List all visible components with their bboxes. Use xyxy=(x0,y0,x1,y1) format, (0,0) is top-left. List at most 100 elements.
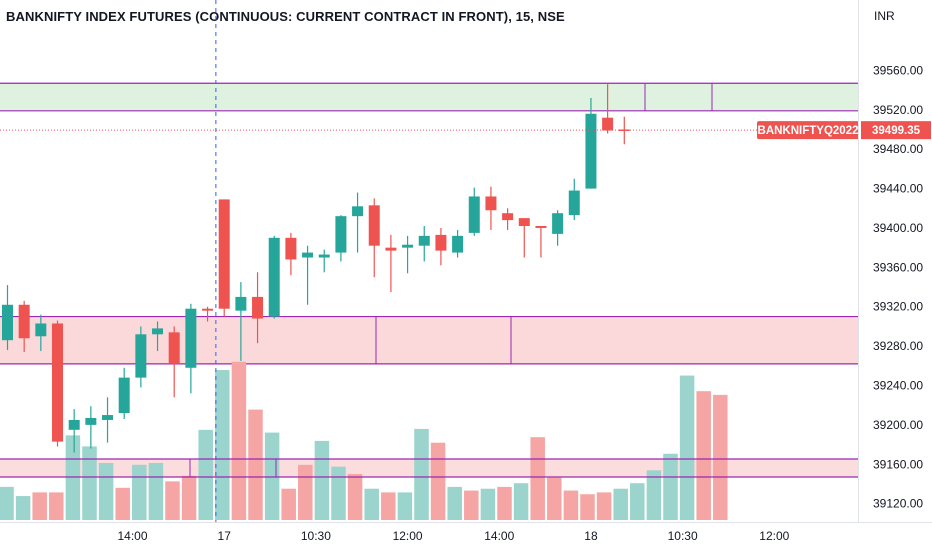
candle xyxy=(118,367,130,419)
candle-body xyxy=(185,308,197,368)
y-tick-label: 39480.00 xyxy=(873,142,923,156)
candle xyxy=(535,226,547,258)
volume-bar xyxy=(646,470,662,520)
candle xyxy=(218,199,230,317)
x-tick-label: 10:30 xyxy=(301,529,331,543)
candles-layer xyxy=(2,84,630,453)
candle-body xyxy=(552,213,564,234)
volume-bar xyxy=(563,490,579,520)
candle xyxy=(135,326,147,388)
candle-body xyxy=(602,117,614,131)
candle-body xyxy=(118,377,130,414)
volume-bar xyxy=(281,488,296,520)
symbol-tag-label: BANKNIFTYQ2022 xyxy=(758,125,859,137)
volume-bar xyxy=(115,487,130,520)
candle xyxy=(352,192,364,253)
volume-bar xyxy=(0,486,14,520)
candle-body xyxy=(285,237,297,260)
candle xyxy=(552,210,564,246)
y-tick-label: 39200.00 xyxy=(873,418,923,432)
symbol-tag xyxy=(757,121,859,140)
x-tick-label: 12:00 xyxy=(393,529,423,543)
volume-bar xyxy=(414,428,429,520)
candle-body xyxy=(268,237,280,317)
candle-body xyxy=(102,415,114,420)
candle-body xyxy=(252,296,264,319)
x-tick-label: 18 xyxy=(584,529,598,543)
y-tick-label: 39320.00 xyxy=(873,300,923,314)
volume-bar xyxy=(65,435,81,520)
volume-bar xyxy=(580,494,595,520)
zones-layer xyxy=(0,82,858,365)
x-tick-label: 14:00 xyxy=(484,529,514,543)
candle-body xyxy=(435,234,447,251)
candle xyxy=(368,198,380,278)
y-tick-label: 39440.00 xyxy=(873,182,923,196)
candle xyxy=(402,235,414,274)
candle-body xyxy=(235,296,247,311)
candle xyxy=(335,215,347,262)
candle xyxy=(418,226,430,262)
price-tag-label: 39499.35 xyxy=(872,125,921,137)
candle xyxy=(602,84,614,134)
candle xyxy=(185,303,197,394)
volume-bar xyxy=(231,361,247,520)
volume-bar xyxy=(613,488,628,520)
candle-body xyxy=(35,323,47,337)
candle xyxy=(68,409,80,453)
candle xyxy=(585,98,597,189)
candle xyxy=(168,326,180,398)
x-tick-label: 17 xyxy=(218,529,232,543)
candle-body xyxy=(85,417,97,425)
candle xyxy=(102,397,114,443)
candle-body xyxy=(68,419,80,430)
volume-bar xyxy=(480,488,496,520)
volume-bar xyxy=(364,488,379,520)
volume-bar xyxy=(679,375,695,520)
candle xyxy=(35,314,47,352)
candle xyxy=(252,272,264,344)
candle xyxy=(502,208,514,230)
candle-body xyxy=(335,216,347,253)
candle xyxy=(435,227,447,266)
volume-bar xyxy=(513,483,529,520)
volume-bar xyxy=(198,429,213,520)
candle-body xyxy=(518,218,530,227)
volume-bar xyxy=(663,453,678,520)
zone-supply xyxy=(0,83,858,111)
candle-body xyxy=(152,328,164,335)
candle xyxy=(318,249,330,273)
candle xyxy=(152,321,164,352)
candle-body xyxy=(302,252,314,258)
chart-title: BANKNIFTY INDEX FUTURES (CONTINUOUS: CUR… xyxy=(6,9,565,24)
volume-bar xyxy=(82,446,97,520)
candle-body xyxy=(135,334,147,378)
candle xyxy=(18,300,30,353)
price-tag xyxy=(861,121,931,140)
volume-bar xyxy=(596,492,612,520)
candle xyxy=(202,306,214,322)
y-tick-label: 39160.00 xyxy=(873,457,923,471)
volume-bar xyxy=(264,432,280,520)
candle xyxy=(302,245,314,305)
volume-bar xyxy=(165,481,180,520)
candle-body xyxy=(385,247,397,251)
candle xyxy=(285,232,297,276)
y-tick-label: 39520.00 xyxy=(873,103,923,117)
currency-label: INR xyxy=(874,9,895,23)
x-tick-label: 10:30 xyxy=(668,529,698,543)
volume-bar xyxy=(547,477,562,520)
candle xyxy=(2,285,13,351)
volume-bar xyxy=(181,475,197,520)
volume-bar xyxy=(331,466,346,520)
candle xyxy=(518,218,530,258)
candle xyxy=(468,187,480,236)
volume-bar xyxy=(148,462,164,520)
volume-bar xyxy=(530,437,545,520)
candle xyxy=(85,406,97,449)
volume-bar xyxy=(15,496,31,520)
volume-band xyxy=(0,459,858,477)
volume-bar xyxy=(298,464,313,520)
candle xyxy=(568,178,580,221)
